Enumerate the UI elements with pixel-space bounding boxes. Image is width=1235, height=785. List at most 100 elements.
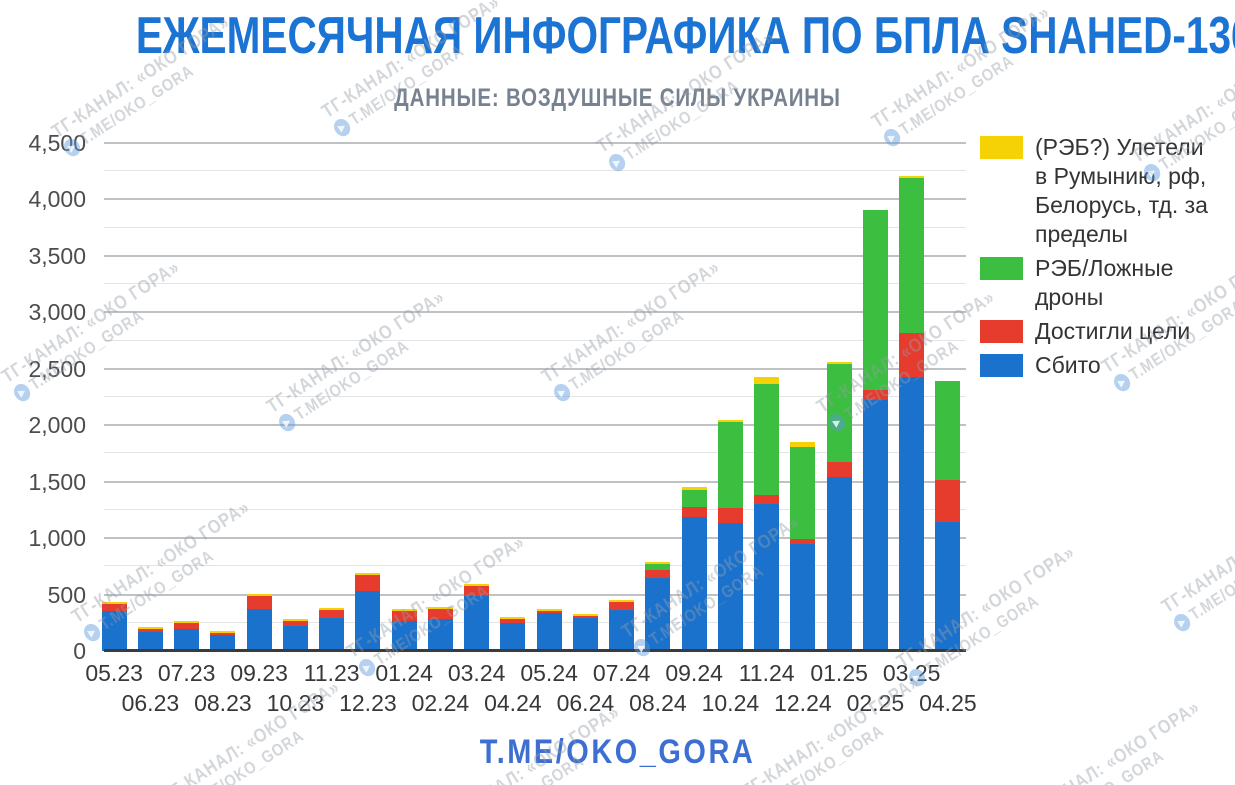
bar-segment-reached-07.23 (174, 623, 200, 629)
y-axis-tick-label: 1,500 (28, 468, 86, 495)
y-axis-tick-label: 2,500 (28, 355, 86, 382)
legend-swatch-reached_red (980, 320, 1023, 343)
y-axis-tick-label: 4,500 (28, 130, 86, 156)
bar-segment-reached-10.23 (282, 620, 308, 627)
bar-segment-shot-01.24 (391, 620, 417, 651)
legend-item: РЭБ/Ложные дроны (980, 254, 1226, 312)
bar-segment-ew-08.24 (645, 564, 671, 571)
bar-segment-flew-11.24 (754, 377, 780, 385)
bar-segment-flew-02.24 (427, 606, 453, 609)
bar-segment-reached-08.24 (645, 570, 671, 578)
gridline-major (104, 537, 966, 540)
bar-segment-shot-03.25 (899, 376, 925, 651)
bar-segment-reached-03.25 (899, 332, 925, 377)
legend-swatch-ew_green (980, 257, 1023, 280)
bar-segment-flew-03.25 (899, 176, 925, 178)
bar-segment-ew-01.25 (826, 364, 852, 463)
x-axis-tick-label: 10.24 (701, 690, 760, 716)
gridline-minor (104, 283, 966, 285)
y-axis-tick-label: 3,500 (28, 242, 86, 269)
gridline-major (104, 424, 966, 427)
bar-segment-shot-09.23 (246, 608, 272, 651)
bar-segment-shot-09.24 (681, 517, 707, 651)
x-axis-tick-label: 08.23 (194, 690, 252, 716)
bar-segment-shot-07.23 (174, 629, 200, 651)
bar-segment-flew-01.25 (826, 362, 852, 365)
bar-segment-flew-06.23 (137, 627, 163, 629)
x-axis-tick-label: 05.23 (85, 660, 143, 686)
bar-segment-flew-07.23 (174, 621, 200, 624)
y-axis-tick-label: 3,000 (28, 299, 86, 326)
legend-label: Сбито (1035, 352, 1101, 378)
bar-segment-flew-09.24 (681, 487, 707, 490)
bar-segment-reached-01.25 (826, 462, 852, 478)
bar-segment-flew-12.23 (355, 573, 381, 576)
bar-segment-ew-03.25 (899, 178, 925, 333)
bar-segment-reached-05.24 (536, 611, 562, 614)
bar-segment-reached-11.23 (319, 610, 345, 619)
x-axis-tick-label: 08.24 (629, 690, 687, 716)
bar-segment-flew-12.24 (790, 441, 816, 447)
bar-segment-ew-11.24 (754, 384, 780, 496)
page-subtitle: ДАННЫЕ: ВОЗДУШНЫЕ СИЛЫ УКРАИНЫ (394, 84, 841, 112)
bar-segment-reached-02.24 (427, 608, 453, 620)
x-axis-tick-label: 10.23 (266, 690, 325, 716)
gridline-minor (104, 226, 966, 228)
gridline-minor (104, 170, 966, 172)
gridline-minor (104, 565, 966, 567)
y-axis-tick-label: 500 (47, 581, 86, 608)
x-axis-tick-label: 03.24 (447, 660, 506, 686)
x-axis-tick-label: 07.23 (157, 660, 216, 686)
bar-segment-flew-09.23 (246, 593, 272, 596)
x-axis-tick-label: 12.24 (774, 690, 832, 716)
bar-segment-shot-07.24 (609, 610, 635, 651)
bar-segment-reached-09.24 (681, 507, 707, 518)
bar-segment-shot-11.24 (754, 504, 780, 651)
gridline-minor (104, 339, 966, 341)
y-axis-tick-label: 1,000 (28, 525, 86, 552)
x-axis-tick-label: 12.23 (339, 690, 397, 716)
x-axis-tick-label: 02.24 (411, 690, 470, 716)
x-axis-line (104, 649, 966, 652)
bar-segment-reached-07.24 (609, 602, 635, 611)
gridline-minor (104, 396, 966, 397)
gridline-minor (104, 508, 966, 510)
bar-segment-flew-05.24 (536, 609, 562, 612)
bar-segment-reached-10.24 (717, 507, 743, 524)
legend-item: Достигли цели (980, 317, 1226, 346)
bar-segment-flew-05.23 (101, 602, 127, 605)
bar-segment-flew-10.24 (717, 419, 743, 422)
bar-segment-shot-04.25 (935, 522, 961, 651)
chart-legend: (РЭБ?) Улетели в Румынию, рф, Белорусь, тд… (980, 133, 1226, 385)
gridline-major (104, 142, 966, 144)
bar-segment-ew-09.24 (681, 489, 707, 508)
bar-segment-reached-05.23 (101, 604, 127, 611)
legend-item: (РЭБ?) Улетели в Румынию, рф, Белорусь, тд… (980, 133, 1226, 249)
bar-segment-reached-04.25 (935, 479, 961, 523)
bar-segment-flew-06.24 (572, 613, 598, 616)
bar-segment-shot-11.23 (319, 618, 345, 651)
bar-segment-shot-10.23 (282, 626, 308, 651)
gridline-major (104, 311, 966, 314)
footer-channel-link: T.ME/OKO_GORA (479, 733, 756, 771)
x-axis-tick-label: 04.25 (919, 690, 977, 716)
gridline-major (104, 593, 966, 596)
bar-segment-reached-02.25 (862, 390, 888, 401)
bar-segment-reached-06.23 (137, 629, 163, 633)
bar-segment-shot-05.23 (101, 610, 127, 651)
bar-segment-shot-08.24 (645, 577, 671, 651)
legend-item: Сбито (980, 351, 1226, 380)
bar-segment-ew-12.24 (790, 446, 816, 540)
bar-segment-reached-04.24 (500, 618, 526, 624)
legend-swatch-shot_down_blue (980, 354, 1023, 377)
x-axis-tick-label: 11.24 (738, 660, 795, 686)
x-axis-tick-label: 03.25 (882, 660, 941, 686)
legend-label: (РЭБ?) Улетели в Румынию, рф, Белорусь, тд… (1035, 134, 1208, 247)
bar-segment-reached-08.23 (210, 633, 236, 636)
bar-segment-shot-02.25 (862, 400, 888, 651)
legend-label: РЭБ/Ложные дроны (1035, 255, 1174, 310)
x-axis-tick-label: 05.24 (520, 660, 578, 686)
bar-segment-reached-11.24 (754, 495, 780, 505)
x-axis-tick-label: 04.24 (484, 690, 542, 716)
gridline-minor (104, 621, 966, 623)
